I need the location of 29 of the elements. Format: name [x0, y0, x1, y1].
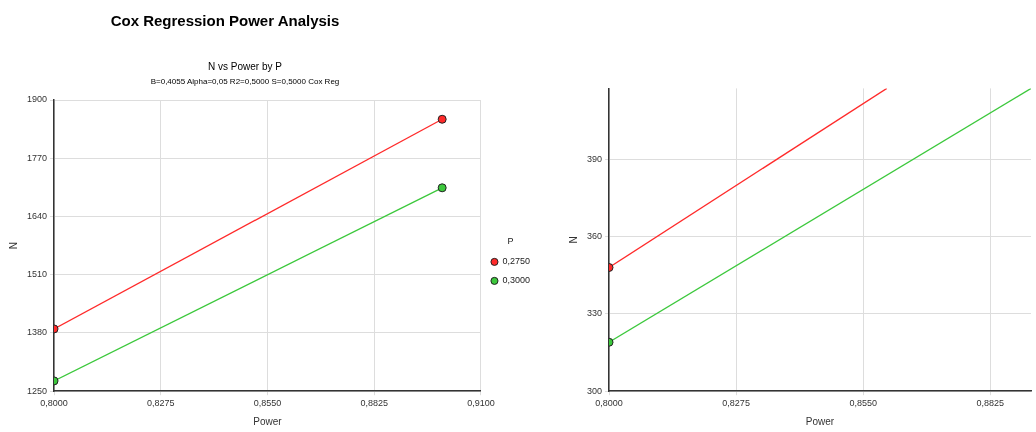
x-tick-label: 0,8000 — [595, 398, 623, 409]
y-axis-title: N — [7, 241, 19, 250]
y-tick-label: 1640 — [26, 210, 48, 221]
legend-label: 0,2750 — [502, 256, 530, 267]
y-tick-label: 1250 — [26, 385, 48, 396]
x-axis-title: Power — [253, 415, 283, 427]
x-tick-label: 0,8825 — [976, 398, 1005, 409]
legend-label: 0,3000 — [502, 275, 530, 286]
x-tick-label: 0,8275 — [722, 398, 750, 409]
y-tick-label: 390 — [586, 153, 603, 164]
x-tick-label: 0,8275 — [146, 398, 175, 409]
text: B=0,4055 Alpha=0,05 R2=0,5000 S=0,5000 Cox Reg — [149, 77, 341, 86]
x-tick-label: 0,8000 — [40, 398, 68, 409]
y-tick-label: 1510 — [26, 269, 48, 280]
y-tick-label: 300 — [586, 385, 603, 396]
y-tick-label: 1770 — [26, 152, 48, 163]
x-tick-label: 0,8550 — [849, 398, 877, 409]
y-tick-label: 330 — [586, 308, 603, 319]
y-tick-label: 1900 — [26, 94, 48, 105]
y-tick-label: 1380 — [26, 327, 48, 338]
chart-title: Cox Regression Power Analysis — [109, 12, 341, 29]
x-tick-label: 0,8825 — [360, 398, 388, 409]
y-tick-label: 360 — [586, 231, 603, 242]
legend-title: P — [507, 235, 514, 246]
x-tick-label: 0,9100 — [467, 398, 495, 409]
y-axis-title: N — [567, 236, 579, 244]
x-tick-label: 0,8550 — [253, 398, 282, 409]
x-axis-title: Power — [805, 415, 835, 427]
chart-subtitle: N vs Power by P — [207, 61, 283, 72]
